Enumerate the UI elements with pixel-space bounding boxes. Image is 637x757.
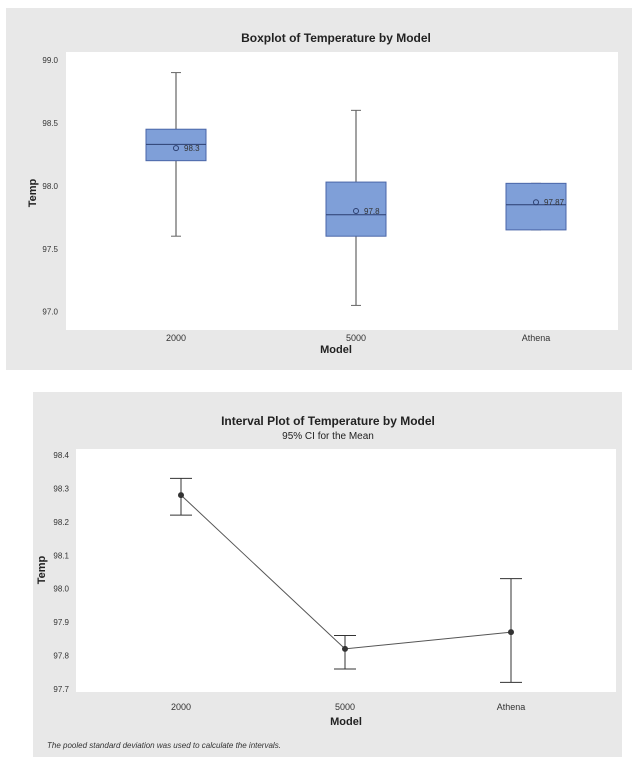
interval-x-label: Model xyxy=(330,716,362,728)
boxplot-y-label: Temp xyxy=(27,178,39,207)
boxplot-x-tick: Athena xyxy=(522,333,551,343)
interval-y-tick: 98.3 xyxy=(53,484,69,493)
interval-y-tick: 97.7 xyxy=(53,685,69,694)
interval-y-tick: 97.9 xyxy=(53,618,69,627)
interval-y-tick: 98.1 xyxy=(53,551,69,560)
boxplot-x-label: Model xyxy=(320,344,352,356)
boxplot-y-tick: 97.0 xyxy=(42,308,58,317)
interval-subtitle: 95% CI for the Mean xyxy=(282,431,374,442)
boxplot-mean-symbol xyxy=(533,199,539,206)
interval-mean-point xyxy=(508,629,514,636)
interval-x-tick: 2000 xyxy=(171,702,191,712)
interval-y-tick: 97.8 xyxy=(53,652,69,661)
interval-panel: Interval Plot of Temperature by Model 95… xyxy=(33,392,622,757)
boxplot-y-tick: 99.0 xyxy=(42,56,58,65)
boxplot-mean-label: 98.3 xyxy=(184,144,200,153)
boxplot-mean-label: 97.8 xyxy=(364,207,380,216)
interval-y-tick: 98.4 xyxy=(53,451,69,460)
boxplot-y-tick: 98.0 xyxy=(42,182,58,191)
boxplot-chart: Boxplot of Temperature by Model Model Te… xyxy=(27,31,618,356)
interval-x-tick: Athena xyxy=(497,702,526,712)
boxplot-mean-symbol xyxy=(353,208,359,215)
boxplot-mean-label: 97.87 xyxy=(544,198,565,207)
interval-mean-point xyxy=(342,645,348,652)
boxplot-box xyxy=(145,128,207,162)
boxplot-x-tick: 2000 xyxy=(166,333,186,343)
interval-y-tick: 98.2 xyxy=(53,518,69,527)
boxplot-y-tick: 97.5 xyxy=(42,245,58,254)
interval-x-tick: 5000 xyxy=(335,702,355,712)
boxplot-box xyxy=(505,182,567,231)
boxplot-mean-symbol xyxy=(173,145,179,152)
boxplot-y-tick: 98.5 xyxy=(42,119,58,128)
interval-footnote: The pooled standard deviation was used t… xyxy=(47,741,281,750)
boxplot-title: Boxplot of Temperature by Model xyxy=(241,31,431,45)
interval-y-label: Temp xyxy=(36,555,48,584)
interval-y-tick: 98.0 xyxy=(53,585,69,594)
interval-title: Interval Plot of Temperature by Model xyxy=(221,414,435,428)
interval-mean-point xyxy=(178,492,184,499)
boxplot-panel: Boxplot of Temperature by Model Model Te… xyxy=(6,8,632,370)
interval-chart: Interval Plot of Temperature by Model 95… xyxy=(36,414,616,750)
boxplot-x-tick: 5000 xyxy=(346,333,366,343)
interval-plot-area xyxy=(76,449,616,692)
boxplot-box xyxy=(325,181,387,237)
